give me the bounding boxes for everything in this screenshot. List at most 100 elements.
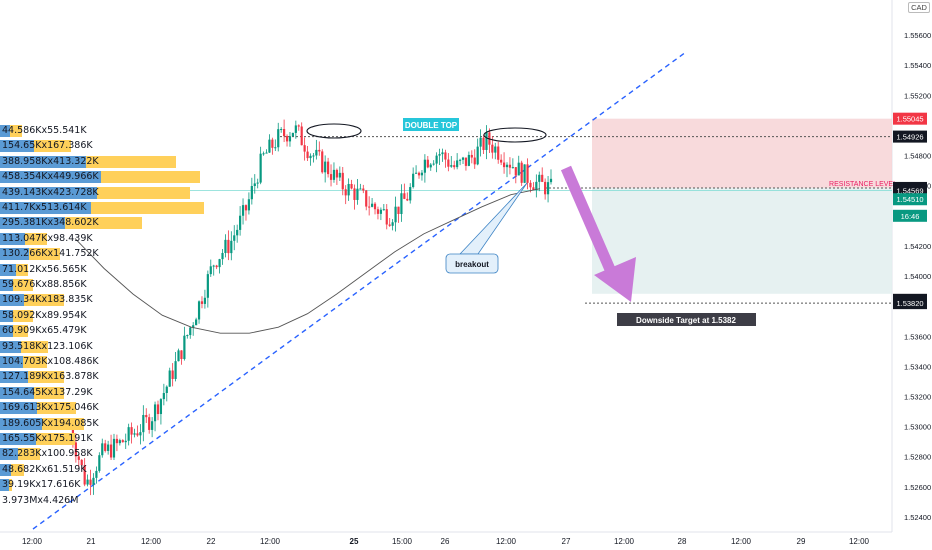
price-axis-tag-bg <box>893 112 927 125</box>
candle-body <box>153 404 157 422</box>
candle-body <box>247 199 251 211</box>
candle-body <box>382 209 385 211</box>
volume-sell-bar <box>36 433 75 445</box>
candle-body <box>491 144 494 153</box>
breakout-label: breakout <box>455 260 489 269</box>
candle-body <box>350 183 353 189</box>
volume-profile-label: 104.703Kx108.486K <box>2 356 99 367</box>
volume-profile-row: 93.518Kx123.106K <box>0 339 93 355</box>
candle-body <box>77 456 80 460</box>
volume-profile-row: 71.012Kx56.565K <box>0 262 87 278</box>
candle-body <box>203 297 207 304</box>
candle-body <box>403 193 406 199</box>
volume-profile-row: 82.283Kx100.958K <box>0 446 93 462</box>
candle-body <box>444 152 447 160</box>
candle-body <box>162 393 165 400</box>
x-tick-label: 29 <box>797 537 806 546</box>
y-tick-label: 1.53000 <box>904 423 931 432</box>
double-top-label-bg <box>403 118 459 131</box>
candle-body <box>467 154 470 166</box>
y-tick-label: 1.55400 <box>904 61 931 70</box>
candle-body <box>324 161 327 173</box>
volume-profile-label: 189.605Kx194.085K <box>2 417 99 429</box>
candle-body <box>107 444 110 451</box>
volume-profile-row: 113.047Kx98.439K <box>0 231 93 247</box>
breakout-callout <box>445 253 499 274</box>
candle-body <box>441 152 444 155</box>
candle-body <box>104 443 107 451</box>
candle-body <box>306 151 309 159</box>
candle-body <box>177 350 180 362</box>
candle-body <box>271 139 274 148</box>
volume-profile-label: 169.613Kx175.046K <box>2 402 99 414</box>
candle-body <box>497 146 500 160</box>
candle-body <box>353 188 356 200</box>
candle-body <box>544 181 547 195</box>
candle-body <box>423 159 426 173</box>
downside-target-label: Downside Target at 1.5382 <box>636 316 736 325</box>
x-tick-label: 22 <box>207 537 216 546</box>
candle-body <box>300 126 303 146</box>
volume-buy-bar <box>0 417 42 430</box>
volume-profile-label: 411.7Kx513.614K <box>2 202 87 213</box>
candle-body <box>326 161 330 175</box>
volume-profile-row: 154.645Kx137.29K <box>0 385 93 401</box>
candle-body <box>397 206 400 215</box>
volume-sell-bar <box>8 479 13 492</box>
volume-profile-row: 59.676Kx88.856K <box>0 277 87 293</box>
volume-profile-label: 60.909Kx65.479K <box>2 325 87 337</box>
currency-badge[interactable]: CAD <box>908 2 930 13</box>
candle-body <box>517 162 520 176</box>
volume-sell-bar <box>24 232 47 245</box>
double-top-ellipse-right <box>483 127 547 143</box>
candle-body <box>388 224 391 226</box>
x-tick-label: 12:00 <box>260 537 281 546</box>
profit-target-zone <box>592 187 892 294</box>
x-tick-label: 28 <box>678 537 687 546</box>
candle-body <box>362 188 365 191</box>
volume-profile-row: 439.143Kx423.728K <box>0 185 190 201</box>
price-axis-tag-bg <box>893 130 927 143</box>
candle-body <box>391 222 394 226</box>
volume-profile-row: 3.973Mx4.426M <box>0 493 78 509</box>
y-tick-label: 1.54000 <box>904 272 931 281</box>
volume-buy-bar <box>0 263 16 276</box>
stop-loss-zone <box>592 118 892 188</box>
price-axis-tag-bg <box>893 297 927 310</box>
volume-buy-bar <box>0 248 29 261</box>
resistance-level-label: RESISTANCE LEVEL <box>829 181 897 188</box>
candle-body <box>461 157 465 160</box>
candle-body <box>262 153 265 155</box>
volume-profile-row: 295.381Kx348.602K <box>0 215 142 231</box>
volume-sell-bar <box>13 279 33 291</box>
candle-body <box>476 146 479 165</box>
volume-sell-bar <box>85 155 177 168</box>
volume-profile-row: 458.354Kx449.966K <box>0 169 200 185</box>
candle-body <box>376 209 380 214</box>
candle-body <box>168 370 171 387</box>
price-axis-tag: 1.53820 <box>896 299 923 308</box>
price-axis-tag: 16:46 <box>901 212 920 221</box>
candle-body <box>139 432 142 436</box>
candle-body <box>394 206 397 223</box>
volume-profile-row: 130.266Kx141.752K <box>0 246 99 262</box>
candle-body <box>329 174 333 180</box>
volume-buy-bar <box>0 140 35 153</box>
volume-buy-bar <box>0 386 35 399</box>
candle-body <box>409 187 412 201</box>
price-axis-tag: 1.54569 <box>896 186 923 195</box>
candle-body <box>379 209 382 214</box>
volume-buy-bar <box>0 217 65 230</box>
volume-profile-label: 130.266Kx141.752K <box>2 248 99 260</box>
x-tick-label: 12:00 <box>849 537 870 546</box>
volume-buy-bar <box>0 171 101 184</box>
candle-body <box>473 157 476 165</box>
candle-body <box>373 203 377 210</box>
volume-buy-bar <box>0 186 97 199</box>
y-tick-label: 1.54800 <box>904 152 931 161</box>
volume-profile-label: 458.354Kx449.966K <box>2 171 99 183</box>
candle-body <box>470 154 473 158</box>
candle-body <box>124 440 127 443</box>
volume-profile-label: 3.973Mx4.426M <box>2 494 79 506</box>
